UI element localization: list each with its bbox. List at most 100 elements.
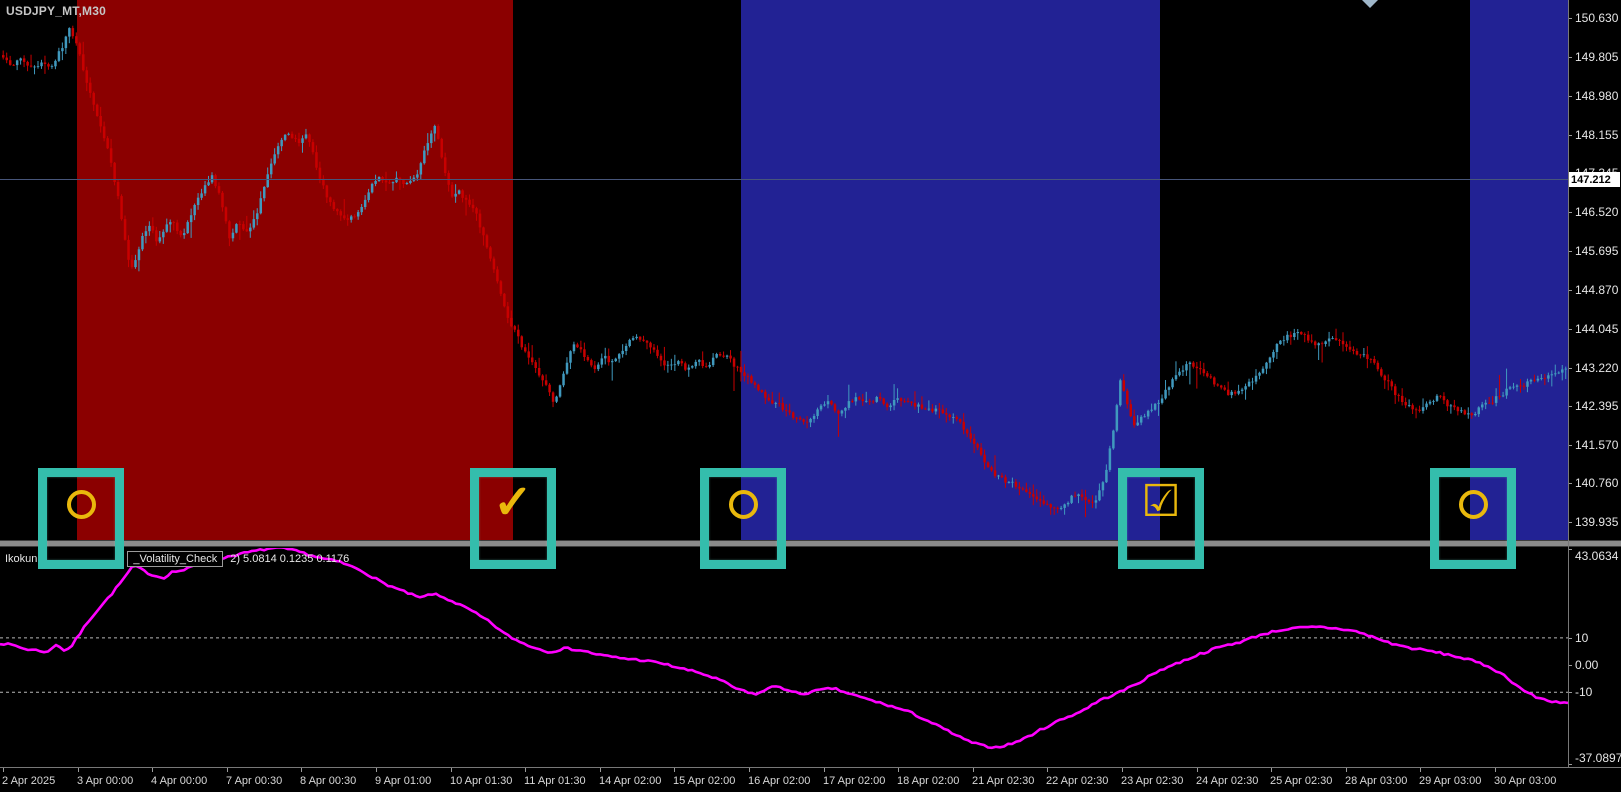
indicator-tick-label: -37.0897 [1575, 751, 1621, 765]
price-tick-mark [1568, 57, 1572, 58]
price-tick-mark [1568, 329, 1572, 330]
time-tick-label: 3 Apr 00:00 [77, 775, 134, 787]
symbol-timeframe-label: USDJPY_MT,M30 [6, 4, 106, 18]
price-tick-label: 142.395 [1575, 399, 1619, 413]
time-tick-mark [824, 768, 825, 772]
time-tick-mark [973, 768, 974, 772]
time-tick-mark [1346, 768, 1347, 772]
indicator-values: 2) 5.0814 0.1235 0.1176 [230, 553, 350, 565]
indicator-tick-mark [1568, 692, 1572, 693]
time-axis[interactable]: 2 Apr 2025 3 Apr 00:00 4 Apr 00:00 7 Apr 00… [0, 767, 1621, 792]
time-tick-label: 23 Apr 02:30 [1121, 775, 1184, 787]
time-tick-label: 8 Apr 00:30 [300, 775, 357, 787]
indicator-name-prefix: Ikokun [5, 553, 38, 565]
signal-marker-box-check[interactable]: ✓ [470, 468, 556, 569]
indicator-panel[interactable] [0, 548, 1568, 766]
time-tick-mark [525, 768, 526, 772]
signal-marker-box-circle[interactable] [1430, 468, 1516, 569]
time-tick-label: 4 Apr 00:00 [151, 775, 208, 787]
price-tick-label: 150.630 [1575, 11, 1619, 25]
price-tick-label: 141.570 [1575, 438, 1619, 452]
indicator-tick-mark [1568, 764, 1572, 765]
signal-marker-box-circle[interactable] [700, 468, 786, 569]
time-tick-mark [78, 768, 79, 772]
signal-marker-box-checkbox[interactable]: ☑ [1118, 468, 1204, 569]
time-tick-label: 2 Apr 2025 [2, 775, 56, 787]
indicator-name-boxed[interactable]: _Volatility_Check [127, 551, 224, 567]
price-tick-mark [1568, 522, 1572, 523]
checkmark-signal-icon: ✓ [493, 475, 533, 528]
time-tick-label: 25 Apr 02:30 [1270, 775, 1333, 787]
time-tick-mark [674, 768, 675, 772]
bear-volatility-band [77, 0, 513, 540]
current-price-tag: 147.212 [1568, 172, 1620, 187]
time-tick-mark [1047, 768, 1048, 772]
time-tick-mark [1197, 768, 1198, 772]
time-tick-label: 28 Apr 03:00 [1345, 775, 1408, 787]
time-tick-label: 9 Apr 01:00 [375, 775, 432, 787]
indicator-tick-label: 0.00 [1575, 658, 1599, 672]
time-tick-label: 15 Apr 02:00 [673, 775, 736, 787]
bull-volatility-band [741, 0, 1160, 540]
time-tick-label: 14 Apr 02:00 [599, 775, 662, 787]
circle-signal-icon [1458, 490, 1488, 519]
axis-border-line [1568, 0, 1569, 767]
price-axis[interactable]: 147.212 150.630149.805148.980148.155147.… [1568, 0, 1621, 540]
price-tick-mark [1568, 96, 1572, 97]
time-tick-label: 17 Apr 02:00 [823, 775, 886, 787]
time-tick-mark [301, 768, 302, 772]
time-tick-label: 16 Apr 02:00 [748, 775, 811, 787]
price-tick-label: 139.935 [1575, 515, 1619, 529]
price-tick-mark [1568, 406, 1572, 407]
time-tick-label: 29 Apr 03:00 [1419, 775, 1482, 787]
indicator-tick-mark [1568, 665, 1572, 666]
bull-volatility-band [1470, 0, 1568, 540]
indicator-label: Ikokun _Volatility_Check 2) 5.0814 0.123… [5, 551, 349, 567]
price-tick-label: 144.870 [1575, 283, 1619, 297]
time-tick-mark [898, 768, 899, 772]
indicator-tick-mark [1568, 549, 1572, 550]
time-tick-mark [1495, 768, 1496, 772]
time-tick-mark [1122, 768, 1123, 772]
price-tick-label: 143.220 [1575, 361, 1619, 375]
signal-marker-box-circle[interactable] [38, 468, 124, 569]
price-tick-mark [1568, 445, 1572, 446]
price-tick-label: 145.695 [1575, 244, 1619, 258]
current-price-line [0, 179, 1568, 180]
price-tick-mark [1568, 368, 1572, 369]
price-tick-label: 140.760 [1575, 476, 1619, 490]
time-tick-label: 7 Apr 00:30 [226, 775, 283, 787]
time-tick-mark [1271, 768, 1272, 772]
indicator-axis[interactable]: 43.0634 10 0.00 -10 -37.0897 [1568, 548, 1621, 767]
time-tick-label: 22 Apr 02:30 [1046, 775, 1109, 787]
time-tick-mark [451, 768, 452, 772]
time-tick-mark [1420, 768, 1421, 772]
price-tick-label: 144.045 [1575, 322, 1619, 336]
time-tick-mark [227, 768, 228, 772]
candlestick-chart[interactable] [0, 0, 1568, 540]
price-tick-label: 149.805 [1575, 50, 1619, 64]
time-tick-label: 30 Apr 03:00 [1494, 775, 1557, 787]
indicator-tick-mark [1568, 638, 1572, 639]
indicator-tick-label: -10 [1575, 685, 1593, 699]
circle-signal-icon [728, 490, 758, 519]
indicator-tick-label: 43.0634 [1575, 549, 1619, 563]
price-tick-mark [1568, 483, 1572, 484]
time-tick-label: 11 Apr 01:30 [524, 775, 586, 787]
price-tick-label: 146.520 [1575, 205, 1619, 219]
time-tick-mark [3, 768, 4, 772]
chart-shift-marker-icon[interactable] [1362, 0, 1378, 8]
panel-divider[interactable] [0, 540, 1621, 547]
time-tick-mark [749, 768, 750, 772]
price-tick-mark [1568, 251, 1572, 252]
price-tick-label: 148.980 [1575, 89, 1619, 103]
indicator-tick-label: 10 [1575, 631, 1589, 645]
time-tick-label: 24 Apr 02:30 [1196, 775, 1259, 787]
indicator-line-chart[interactable] [0, 548, 1568, 766]
price-tick-mark [1568, 135, 1572, 136]
time-tick-mark [600, 768, 601, 772]
time-tick-mark [152, 768, 153, 772]
price-chart-panel[interactable]: USDJPY_MT,M30 [0, 0, 1568, 540]
price-tick-mark [1568, 290, 1572, 291]
